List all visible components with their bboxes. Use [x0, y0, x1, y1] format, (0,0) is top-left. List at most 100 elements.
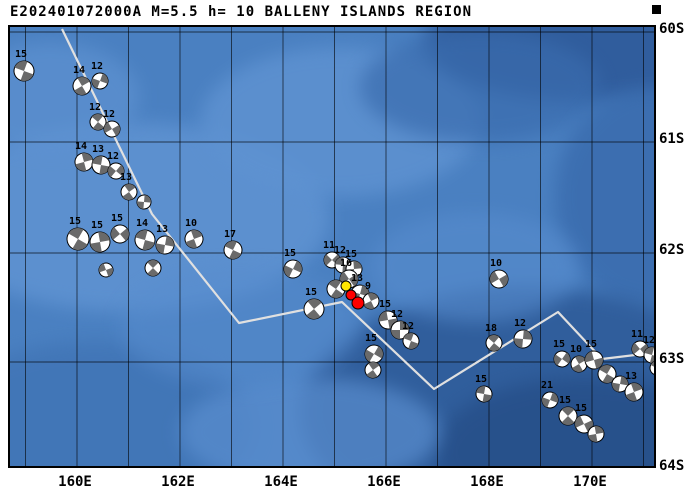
marker-label: 18 — [485, 323, 497, 334]
marker-label: 15 — [284, 248, 296, 259]
beachball-quadrants — [403, 333, 419, 349]
beachball-quadrants — [575, 415, 593, 433]
beachball-quadrants — [74, 77, 90, 95]
focal-mechanism-marker — [485, 334, 503, 352]
focal-mechanism-marker — [489, 269, 509, 289]
beachball-quadrants — [585, 351, 603, 369]
beachball-quadrants — [650, 361, 654, 375]
marker-label: 21 — [541, 380, 553, 391]
marker-label: 15 — [559, 395, 571, 406]
bathymetry-layer — [10, 27, 654, 466]
focal-mechanism-marker — [144, 259, 162, 277]
marker-label: 15 — [365, 333, 377, 344]
beachball-quadrants — [572, 356, 586, 372]
marker-label: 15 — [553, 339, 565, 350]
focal-mechanism-marker — [283, 259, 303, 279]
beachball-quadrants — [137, 195, 151, 209]
beachball-quadrants — [224, 241, 242, 259]
event-marker-red — [345, 289, 357, 301]
marker-label: 17 — [224, 229, 236, 240]
bathymetry-patch — [120, 267, 360, 387]
focal-mechanism-marker — [326, 279, 346, 299]
focal-mechanism-marker — [74, 152, 94, 172]
bathymetry-patch — [360, 32, 600, 142]
focal-mechanism-marker — [649, 360, 654, 376]
beachball-quadrants — [391, 321, 409, 339]
marker-label: 12 — [514, 318, 526, 329]
event-marker-yellow — [340, 280, 352, 292]
marker-label: 10 — [570, 344, 582, 355]
marker-label: 15 — [379, 299, 391, 310]
lon-tick-label: 164E — [264, 474, 298, 490]
focal-mechanism-marker — [98, 262, 114, 278]
marker-label: 15 — [69, 216, 81, 227]
marker-label: 15 — [575, 403, 587, 414]
marker-label: 12 — [89, 102, 101, 113]
marker-label: 14 — [73, 65, 85, 76]
focal-mechanism-marker — [574, 414, 594, 434]
marker-label: 15 — [15, 49, 27, 60]
beachball-quadrants — [340, 271, 358, 287]
beachball-quadrants — [108, 164, 124, 178]
marker-label: 12 — [391, 309, 403, 320]
lon-tick-label: 166E — [367, 474, 401, 490]
lat-tick-label: 63S — [659, 351, 685, 367]
marker-label: 11 — [631, 329, 643, 340]
marker-label: 11 — [323, 240, 335, 251]
marker-label: 10 — [185, 218, 197, 229]
focal-mechanism-marker — [624, 382, 644, 402]
focal-mechanism-marker — [513, 329, 533, 349]
beachball-quadrants — [490, 271, 508, 287]
map-area: 15 14 12 12 12 14 13 12 13 15 15 15 14 13 10 17 15 15 11 12… — [8, 25, 656, 468]
marker-label: 13 — [156, 224, 168, 235]
focal-mechanism-marker — [110, 224, 130, 244]
beachball-quadrants — [476, 386, 492, 402]
beachball-quadrants — [68, 228, 88, 250]
beachball-quadrants — [14, 61, 34, 81]
lon-tick-label: 160E — [58, 474, 92, 490]
focal-mechanism-marker — [89, 231, 111, 253]
focal-mechanism-marker — [103, 120, 121, 138]
focal-mechanism-marker — [611, 375, 629, 393]
focal-mechanism-marker — [584, 350, 604, 370]
focal-mechanism-marker — [155, 235, 175, 255]
beachball-quadrants — [487, 335, 501, 351]
bathymetry-patch — [180, 377, 440, 466]
beachball-quadrants — [554, 352, 570, 366]
page-title: E202401072000A M=5.5 h= 10 BALLENY ISLAN… — [10, 4, 473, 20]
marker-label: 15 — [305, 287, 317, 298]
beachball-quadrants — [363, 293, 379, 309]
lat-tick-label: 62S — [659, 242, 685, 258]
beachball-quadrants — [284, 260, 302, 278]
marker-label: 14 — [136, 218, 148, 229]
marker-label: 12 — [107, 151, 119, 162]
beachball-quadrants — [588, 426, 604, 442]
event-marker-red — [351, 296, 365, 310]
focal-mechanism-marker — [223, 240, 243, 260]
marker-label: 15 — [585, 339, 597, 350]
beachball-quadrants — [599, 365, 615, 383]
focal-mechanism-marker — [364, 344, 384, 364]
marker-label: 12 — [103, 109, 115, 120]
beachball-quadrants — [365, 346, 383, 362]
marker-label: 12 — [643, 335, 655, 346]
focal-mechanism-marker — [107, 162, 125, 180]
focal-mechanism-marker — [643, 346, 654, 364]
marker-label: 12 — [91, 61, 103, 72]
focal-mechanism-marker — [134, 229, 156, 251]
beachball-quadrants — [104, 122, 120, 136]
focal-mechanism-marker — [390, 320, 410, 340]
marker-label: 15 — [475, 374, 487, 385]
lat-tick-label: 64S — [659, 458, 685, 474]
bathymetry-patch — [370, 212, 580, 322]
marker-label: 12 — [402, 321, 414, 332]
beachball-quadrants — [625, 383, 643, 401]
focal-mechanism-marker — [541, 391, 559, 409]
beachball-quadrants — [514, 330, 532, 348]
focal-mechanism-marker — [553, 350, 571, 368]
beachball-quadrants — [99, 263, 113, 277]
beachball-quadrants — [135, 230, 155, 250]
beachball-quadrants — [306, 299, 322, 319]
